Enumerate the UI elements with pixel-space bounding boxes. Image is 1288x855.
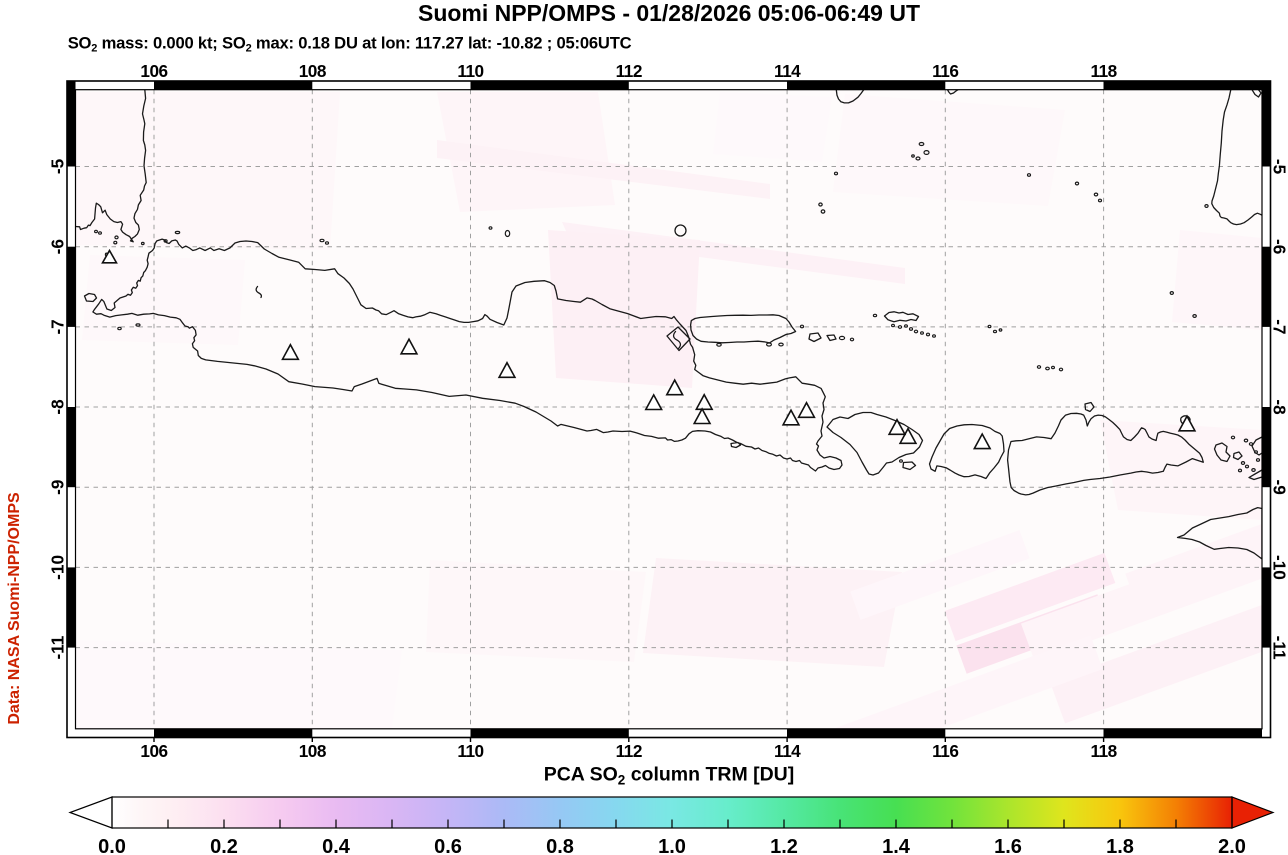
- svg-text:-8: -8: [48, 399, 68, 415]
- svg-text:106: 106: [140, 741, 167, 761]
- svg-text:0.2: 0.2: [210, 836, 238, 855]
- svg-text:-11: -11: [48, 635, 68, 659]
- svg-text:1.8: 1.8: [1106, 836, 1134, 855]
- svg-text:0.8: 0.8: [546, 836, 574, 855]
- svg-text:118: 118: [1090, 61, 1117, 81]
- svg-text:-7: -7: [48, 319, 68, 334]
- svg-text:1.0: 1.0: [658, 836, 686, 855]
- svg-text:116: 116: [932, 741, 958, 761]
- svg-text:Data: NASA Suomi-NPP/OMPS: Data: NASA Suomi-NPP/OMPS: [6, 492, 23, 725]
- svg-text:0.4: 0.4: [322, 836, 351, 855]
- svg-text:-8: -8: [1270, 399, 1288, 415]
- svg-text:114: 114: [774, 741, 801, 761]
- svg-text:-9: -9: [48, 480, 68, 495]
- svg-text:110: 110: [457, 61, 483, 81]
- svg-text:1.2: 1.2: [770, 836, 798, 855]
- svg-text:108: 108: [299, 741, 327, 761]
- svg-text:Suomi NPP/OMPS - 01/28/2026 05: Suomi NPP/OMPS - 01/28/2026 05:06-06:49 …: [418, 0, 920, 26]
- svg-text:108: 108: [299, 61, 327, 81]
- svg-text:116: 116: [932, 61, 958, 81]
- svg-text:-5: -5: [48, 158, 68, 174]
- svg-text:1.6: 1.6: [994, 836, 1022, 855]
- svg-text:SO2 mass: 0.000 kt; SO2 max: 0: SO2 mass: 0.000 kt; SO2 max: 0.18 DU at …: [68, 34, 632, 55]
- svg-text:112: 112: [616, 61, 642, 81]
- svg-text:-10: -10: [1270, 555, 1288, 580]
- svg-text:1.4: 1.4: [882, 836, 911, 855]
- svg-text:106: 106: [140, 61, 167, 81]
- svg-text:PCA SO2 column TRM [DU]: PCA SO2 column TRM [DU]: [544, 764, 795, 788]
- svg-text:-5: -5: [1270, 159, 1288, 175]
- svg-text:112: 112: [616, 741, 642, 761]
- svg-text:114: 114: [774, 61, 801, 81]
- svg-text:118: 118: [1090, 741, 1117, 761]
- svg-text:-6: -6: [48, 239, 68, 254]
- svg-text:-9: -9: [1270, 480, 1288, 495]
- svg-text:-11: -11: [1270, 636, 1288, 660]
- svg-text:-7: -7: [1270, 319, 1288, 334]
- svg-text:0.6: 0.6: [434, 836, 462, 855]
- svg-text:-10: -10: [48, 555, 68, 580]
- svg-text:0.0: 0.0: [98, 836, 126, 855]
- svg-text:2.0: 2.0: [1218, 836, 1246, 855]
- svg-text:-6: -6: [1270, 239, 1288, 254]
- svg-text:110: 110: [457, 741, 483, 761]
